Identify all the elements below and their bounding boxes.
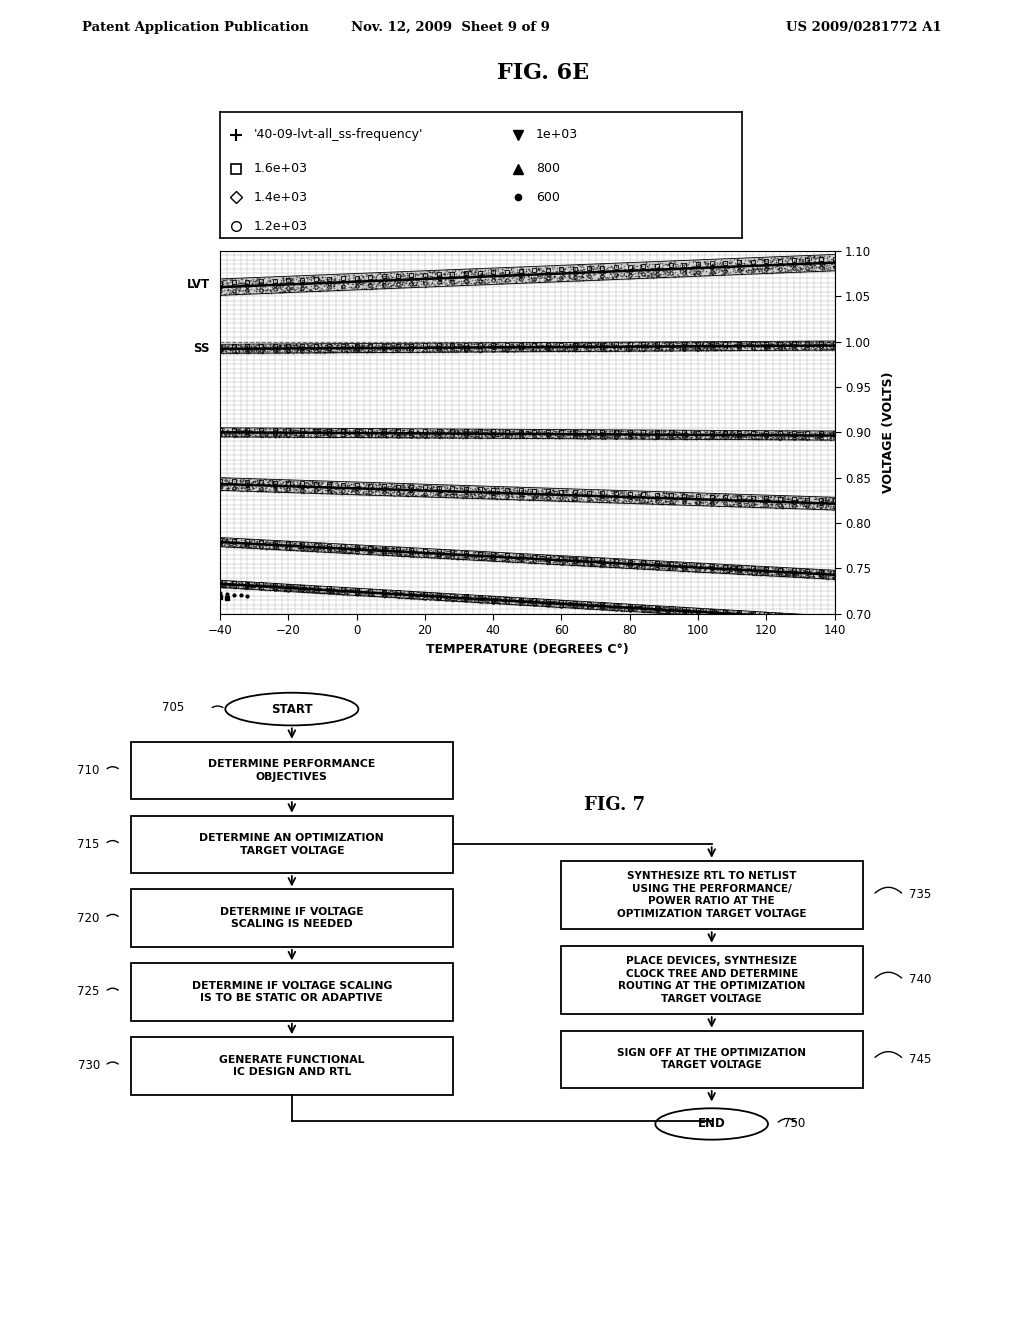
Text: '40-09-lvt-all_ss-frequency': '40-09-lvt-all_ss-frequency': [254, 128, 424, 141]
Text: LVT: LVT: [186, 279, 210, 290]
Text: 740: 740: [909, 973, 931, 986]
Text: 720: 720: [78, 912, 99, 924]
Text: 1.4e+03: 1.4e+03: [254, 191, 308, 205]
Text: START: START: [271, 702, 312, 715]
Text: FIG. 7: FIG. 7: [584, 796, 645, 814]
Bar: [130, 1038, 453, 1094]
Text: Nov. 12, 2009  Sheet 9 of 9: Nov. 12, 2009 Sheet 9 of 9: [351, 21, 550, 33]
Ellipse shape: [655, 1109, 768, 1139]
Text: 750: 750: [783, 1118, 806, 1130]
Text: 600: 600: [537, 191, 560, 205]
Bar: [561, 861, 862, 929]
Bar: [130, 890, 453, 946]
Text: DETERMINE AN OPTIMIZATION
TARGET VOLTAGE: DETERMINE AN OPTIMIZATION TARGET VOLTAGE: [200, 833, 384, 855]
X-axis label: TEMPERATURE (DEGREES C°): TEMPERATURE (DEGREES C°): [426, 643, 629, 656]
Text: DETERMINE PERFORMANCE
OBJECTIVES: DETERMINE PERFORMANCE OBJECTIVES: [208, 759, 376, 781]
Text: SS: SS: [194, 342, 210, 355]
Bar: [130, 742, 453, 799]
Text: 800: 800: [537, 162, 560, 176]
Text: 715: 715: [78, 838, 99, 851]
Text: 1.6e+03: 1.6e+03: [254, 162, 308, 176]
Text: DETERMINE IF VOLTAGE
SCALING IS NEEDED: DETERMINE IF VOLTAGE SCALING IS NEEDED: [220, 907, 364, 929]
Text: SYNTHESIZE RTL TO NETLIST
USING THE PERFORMANCE/
POWER RATIO AT THE
OPTIMIZATION: SYNTHESIZE RTL TO NETLIST USING THE PERF…: [616, 871, 807, 919]
Bar: [130, 816, 453, 873]
Bar: [561, 945, 862, 1014]
Text: PLACE DEVICES, SYNTHESIZE
CLOCK TREE AND DETERMINE
ROUTING AT THE OPTIMIZATION
T: PLACE DEVICES, SYNTHESIZE CLOCK TREE AND…: [618, 956, 805, 1003]
Text: 1.2e+03: 1.2e+03: [254, 220, 308, 232]
Text: FIG. 6E: FIG. 6E: [497, 62, 589, 83]
Text: END: END: [697, 1118, 726, 1130]
Text: 1e+03: 1e+03: [537, 128, 579, 141]
Bar: [561, 1031, 862, 1088]
Text: DETERMINE IF VOLTAGE SCALING
IS TO BE STATIC OR ADAPTIVE: DETERMINE IF VOLTAGE SCALING IS TO BE ST…: [191, 981, 392, 1003]
Text: 705: 705: [162, 701, 184, 714]
Bar: [130, 964, 453, 1020]
Text: 710: 710: [78, 764, 99, 777]
Text: Patent Application Publication: Patent Application Publication: [82, 21, 308, 33]
Text: 725: 725: [78, 986, 99, 998]
Text: 745: 745: [909, 1053, 931, 1065]
Text: 735: 735: [909, 888, 931, 902]
Text: US 2009/0281772 A1: US 2009/0281772 A1: [786, 21, 942, 33]
Text: GENERATE FUNCTIONAL
IC DESIGN AND RTL: GENERATE FUNCTIONAL IC DESIGN AND RTL: [219, 1055, 365, 1077]
Text: SIGN OFF AT THE OPTIMIZATION
TARGET VOLTAGE: SIGN OFF AT THE OPTIMIZATION TARGET VOLT…: [617, 1048, 806, 1071]
Y-axis label: VOLTAGE (VOLTS): VOLTAGE (VOLTS): [883, 371, 895, 494]
Text: 730: 730: [78, 1060, 99, 1072]
Ellipse shape: [225, 693, 358, 726]
